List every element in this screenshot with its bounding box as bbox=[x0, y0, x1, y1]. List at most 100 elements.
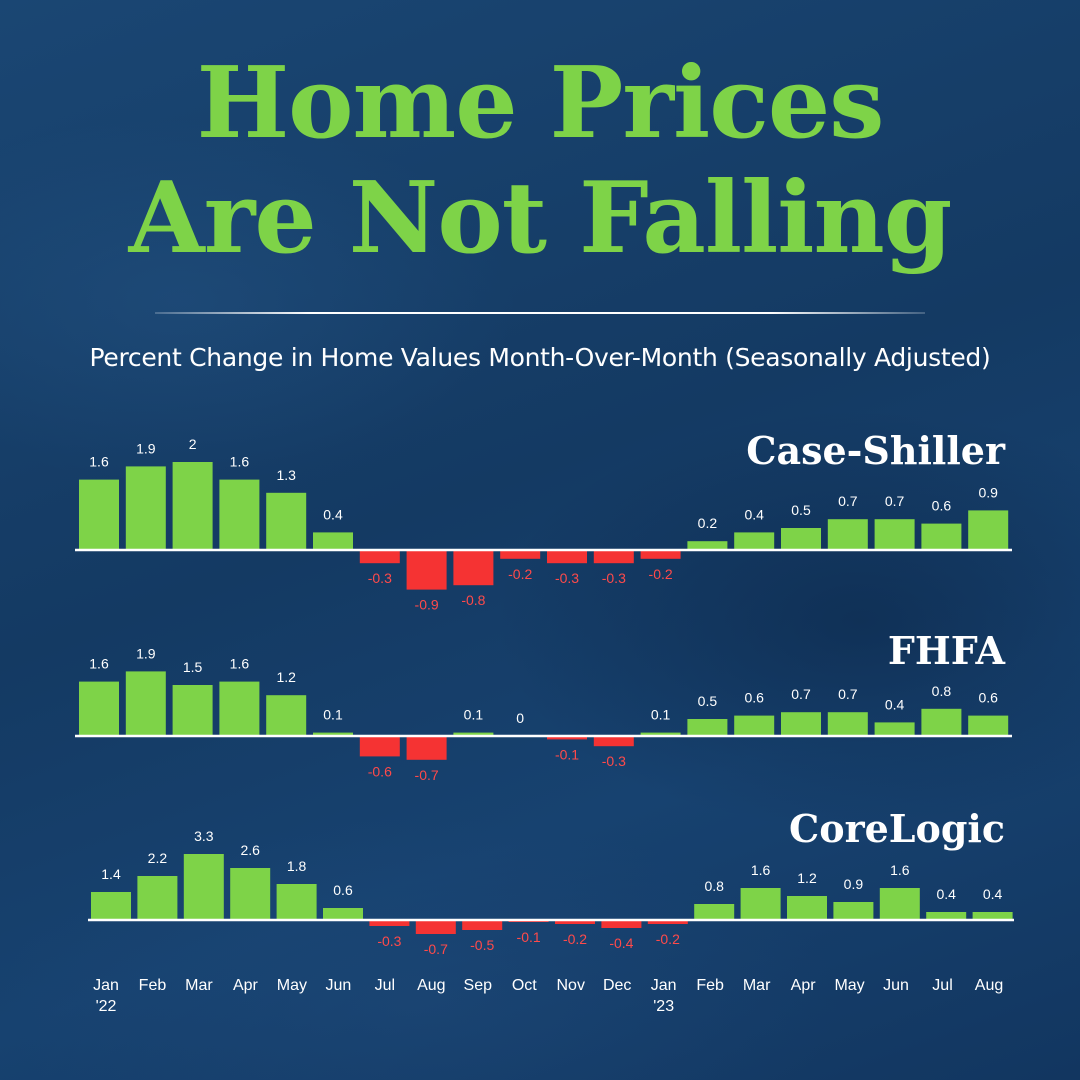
chart-1: FHFA 1.6 1.9 1.5 1.6 1.2 0.1 -0.6 -0.7 0.1 0 -0.1 -0… bbox=[75, 628, 1012, 783]
bar bbox=[266, 492, 307, 550]
title-line-2: Are Not Falling bbox=[128, 161, 953, 276]
bar bbox=[555, 920, 595, 924]
month-tick-label: May bbox=[277, 977, 307, 994]
data-label: 0.9 bbox=[978, 484, 998, 500]
month-tick-label: Nov bbox=[557, 977, 585, 994]
bar bbox=[79, 681, 119, 736]
month-tick-label: Jan bbox=[651, 977, 677, 994]
year-tick-label: '22 bbox=[96, 998, 117, 1015]
title-divider bbox=[155, 312, 925, 314]
data-label: -0.6 bbox=[368, 763, 392, 779]
data-label: 1.6 bbox=[751, 862, 771, 878]
month-tick-label: Oct bbox=[512, 977, 537, 994]
bar bbox=[313, 732, 353, 736]
data-label: -0.3 bbox=[602, 753, 626, 769]
data-label: 0.7 bbox=[838, 493, 858, 509]
bar bbox=[230, 868, 271, 920]
data-label: 1.6 bbox=[890, 862, 910, 878]
bar bbox=[359, 550, 400, 564]
data-label: 0.5 bbox=[791, 502, 811, 518]
bar bbox=[406, 736, 447, 760]
data-label: 0.4 bbox=[936, 886, 956, 902]
data-label: 0.4 bbox=[323, 506, 343, 522]
bar bbox=[921, 523, 962, 550]
data-label: 1.6 bbox=[89, 454, 109, 470]
bar bbox=[781, 528, 821, 550]
bar bbox=[219, 479, 260, 550]
bar bbox=[640, 550, 681, 559]
data-label: 0.6 bbox=[333, 882, 353, 898]
data-label: 0.9 bbox=[844, 876, 864, 892]
bar bbox=[547, 736, 587, 740]
data-label: -0.9 bbox=[415, 597, 439, 613]
data-label: 1.6 bbox=[230, 656, 250, 672]
bar bbox=[547, 550, 587, 564]
month-tick-label: Apr bbox=[233, 977, 259, 994]
data-label: 1.9 bbox=[136, 645, 156, 661]
data-label: 1.8 bbox=[287, 858, 307, 874]
series-label: FHFA bbox=[888, 628, 1006, 673]
bar bbox=[827, 712, 868, 736]
month-tick-label: Jul bbox=[375, 977, 395, 994]
bar bbox=[137, 876, 178, 920]
chart-2: CoreLogic 1.4 2.2 3.3 2.6 1.8 0.6 -0.3 -0.7 -0.5 -… bbox=[88, 806, 1014, 957]
month-tick-label: Mar bbox=[185, 977, 213, 994]
data-label: 0.8 bbox=[932, 683, 952, 699]
data-label: 1.3 bbox=[276, 467, 296, 483]
bar bbox=[276, 884, 317, 920]
month-tick-label: Jan bbox=[93, 977, 119, 994]
bar bbox=[323, 908, 363, 920]
data-label: 0.7 bbox=[791, 686, 811, 702]
bar bbox=[640, 732, 681, 736]
bar bbox=[453, 550, 494, 586]
chart-subtitle: Percent Change in Home Values Month-Over… bbox=[89, 343, 991, 372]
data-label: -0.1 bbox=[555, 746, 579, 762]
data-label: 0.1 bbox=[323, 707, 343, 723]
bar bbox=[921, 708, 962, 736]
data-label: 2 bbox=[189, 436, 197, 452]
bar bbox=[968, 510, 1009, 550]
data-label: 0.5 bbox=[698, 693, 718, 709]
data-label: 0 bbox=[516, 710, 524, 726]
data-label: -0.3 bbox=[368, 570, 392, 586]
bar bbox=[172, 685, 213, 736]
bar bbox=[926, 912, 967, 920]
bar bbox=[740, 888, 781, 920]
title-line-1: Home Prices bbox=[196, 46, 885, 161]
bar bbox=[827, 519, 868, 550]
data-label: 0.6 bbox=[932, 498, 952, 514]
bar bbox=[601, 920, 642, 928]
bar bbox=[125, 466, 166, 550]
data-label: -0.3 bbox=[602, 570, 626, 586]
data-label: 0.1 bbox=[464, 707, 484, 723]
bar bbox=[406, 550, 447, 590]
data-label: 2.6 bbox=[240, 842, 260, 858]
data-label: -0.2 bbox=[656, 931, 680, 947]
data-label: -0.1 bbox=[517, 929, 541, 945]
month-tick-label: Jun bbox=[325, 977, 351, 994]
data-label: -0.2 bbox=[563, 931, 587, 947]
month-tick-label: Mar bbox=[743, 977, 771, 994]
data-label: -0.3 bbox=[377, 933, 401, 949]
data-label: -0.7 bbox=[415, 767, 439, 783]
data-label: 1.2 bbox=[797, 870, 817, 886]
data-label: 0.6 bbox=[978, 690, 998, 706]
bar bbox=[972, 912, 1013, 920]
month-tick-label: Apr bbox=[791, 977, 817, 994]
series-label: CoreLogic bbox=[789, 806, 1005, 851]
data-label: 0.1 bbox=[651, 707, 671, 723]
bar bbox=[183, 854, 224, 920]
data-label: -0.2 bbox=[649, 566, 673, 582]
bar bbox=[219, 681, 260, 736]
bar bbox=[781, 712, 821, 736]
data-label: 0.7 bbox=[838, 686, 858, 702]
month-tick-label: Feb bbox=[139, 977, 167, 994]
bar bbox=[172, 462, 213, 550]
bar bbox=[593, 736, 634, 747]
bar bbox=[787, 896, 827, 920]
data-label: 1.9 bbox=[136, 440, 156, 456]
month-tick-label: Feb bbox=[696, 977, 724, 994]
bar bbox=[313, 532, 353, 550]
bar bbox=[833, 902, 874, 920]
data-label: -0.8 bbox=[461, 592, 485, 608]
